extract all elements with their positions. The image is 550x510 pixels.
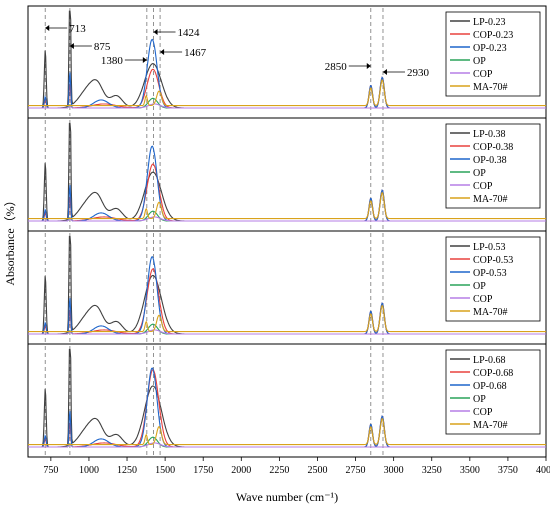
annotation-label: 1424	[178, 27, 201, 39]
legend-box	[445, 11, 541, 97]
series-line-ma-70-	[28, 191, 546, 220]
x-tick-label: 4000	[536, 465, 550, 476]
x-tick-label: 2750	[346, 465, 366, 476]
legend-entry: LP-0.68	[473, 355, 506, 366]
annotation-label: 1380	[101, 55, 124, 67]
x-tick-label: 1250	[117, 465, 137, 476]
legend-entry: OP-0.68	[473, 381, 507, 392]
legend-entry: COP	[473, 181, 493, 192]
legend-entry: MA-70#	[473, 307, 507, 318]
series-line-ma-70-	[28, 417, 546, 446]
legend-entry: COP-0.53	[473, 255, 513, 266]
series-line-cop-base	[28, 442, 546, 448]
annotation-arrowhead	[153, 29, 158, 35]
series-line-cop-base	[28, 329, 546, 335]
legend-entry: LP-0.38	[473, 129, 506, 140]
legend-entry: LP-0.53	[473, 242, 506, 253]
series-line-cop-base	[28, 103, 546, 109]
legend-entry: LP-0.23	[473, 17, 506, 28]
panel-3: LP-0.53 COP-0.53 OP-0.53 OP COP MA-70#	[27, 230, 547, 345]
series-line-ma-70-	[28, 78, 546, 107]
legend-entry: OP	[473, 281, 486, 292]
annotation-label: 1467	[184, 47, 207, 59]
annotation-arrowhead	[69, 43, 74, 49]
x-tick-label: 2500	[307, 465, 327, 476]
legend-entry: OP-0.53	[473, 268, 507, 279]
panel-2: LP-0.38 COP-0.38 OP-0.38 OP COP MA-70#	[27, 117, 547, 232]
x-tick-label: 3750	[498, 465, 518, 476]
legend-entry: OP	[473, 394, 486, 405]
legend-entry: COP-0.23	[473, 30, 513, 41]
x-tick-label: 1500	[155, 465, 175, 476]
x-axis-label: Wave number (cm⁻¹)	[236, 490, 338, 504]
x-tick-label: 3500	[460, 465, 480, 476]
x-tick-label: 3250	[422, 465, 442, 476]
annotations: 713 875 1380 1424 1467 2850 2930	[45, 23, 429, 79]
annotation-label: 713	[69, 23, 86, 35]
annotation-arrowhead	[366, 63, 371, 69]
y-axis-label: Absorbance（%）	[3, 194, 17, 285]
x-tick-label: 1000	[79, 465, 99, 476]
panels-group: LP-0.23COP-0.23OP-0.23OPCOPMA-70#LP-0.38…	[27, 5, 547, 458]
legend-box	[445, 236, 541, 322]
x-tick-label: 3000	[384, 465, 404, 476]
legend-entry: OP-0.38	[473, 155, 507, 166]
annotation-arrowhead	[160, 49, 165, 55]
annotation-arrowhead	[382, 69, 387, 75]
legend-entry: COP	[473, 69, 493, 80]
legend-entry: COP	[473, 294, 493, 305]
legend-entry: COP-0.68	[473, 368, 513, 379]
legend-box	[445, 123, 541, 209]
legend-entry: COP	[473, 407, 493, 418]
x-tick-label: 2250	[269, 465, 289, 476]
annotation-label: 2850	[325, 61, 348, 73]
panel-4: LP-0.68 COP-0.68 OP-0.68 OP COP MA-70#	[27, 343, 547, 458]
x-tick-label: 1750	[193, 465, 213, 476]
legend-entry: MA-70#	[473, 420, 507, 431]
x-tick-label: 2000	[231, 465, 251, 476]
legend-entry: OP	[473, 56, 486, 67]
x-axis: 750 1000 1250 1500 1750 2000 2250 2500 2750 3000 3…	[43, 457, 550, 476]
annotation-arrowhead	[142, 57, 147, 63]
legend-entry: MA-70#	[473, 194, 507, 205]
legend-entry: COP-0.38	[473, 142, 513, 153]
x-tick-label: 750	[43, 465, 58, 476]
series-line-cop-base	[28, 216, 546, 222]
series-line-ma-70-	[28, 304, 546, 333]
panel-1: LP-0.23 COP-0.23 OP-0.23 OP COP MA-70#	[27, 5, 547, 119]
legend-entry: OP-0.23	[473, 43, 507, 54]
annotation-label: 2930	[407, 67, 430, 79]
legend-box	[445, 349, 541, 435]
annotation-label: 875	[94, 41, 111, 53]
legend-entry: OP	[473, 168, 486, 179]
legend-entry: MA-70#	[473, 82, 507, 93]
annotation-arrowhead	[45, 25, 50, 31]
